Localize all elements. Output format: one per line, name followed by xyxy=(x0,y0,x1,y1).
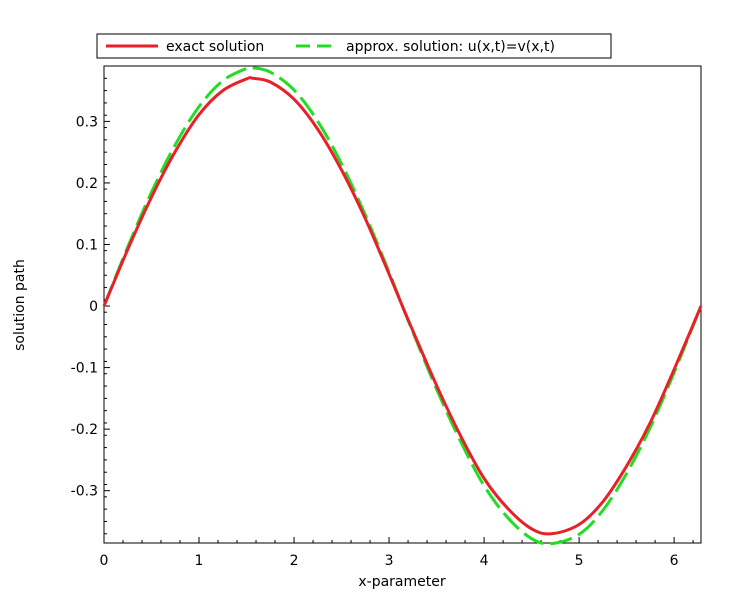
x-tick-label: 2 xyxy=(290,553,299,569)
y-tick-label: -0.2 xyxy=(71,422,98,438)
x-tick-label: 4 xyxy=(480,553,489,569)
x-axis-label: x-parameter xyxy=(358,574,445,590)
y-tick-label: -0.3 xyxy=(71,484,98,500)
series-layer xyxy=(102,65,703,546)
x-tick-label: 3 xyxy=(385,553,394,569)
x-tick-label: 5 xyxy=(575,553,584,569)
y-tick-label: 0 xyxy=(89,299,98,315)
x-tick-label: 6 xyxy=(670,553,679,569)
x-tick-label: 0 xyxy=(100,553,109,569)
y-axis-label: solution path xyxy=(12,259,28,351)
legend-box xyxy=(96,33,612,59)
y-tick-label: -0.1 xyxy=(71,361,98,377)
legend: exact solution approx. solution: u(x,t)=… xyxy=(96,33,612,59)
legend-label-exact: exact solution xyxy=(166,39,264,55)
axes: 0 1 2 3 4 5 6 0.3 0.2 0.1 0 -0.1 -0.2 -0.3 xyxy=(71,77,694,569)
series-exact-line xyxy=(102,76,703,536)
legend-label-approx: approx. solution: u(x,t)=v(x,t) xyxy=(346,39,555,55)
y-tick-label: 0.3 xyxy=(76,114,98,130)
y-tick-label: 0.1 xyxy=(76,237,98,253)
x-tick-label: 1 xyxy=(195,553,204,569)
y-tick-label: 0.2 xyxy=(76,176,98,192)
